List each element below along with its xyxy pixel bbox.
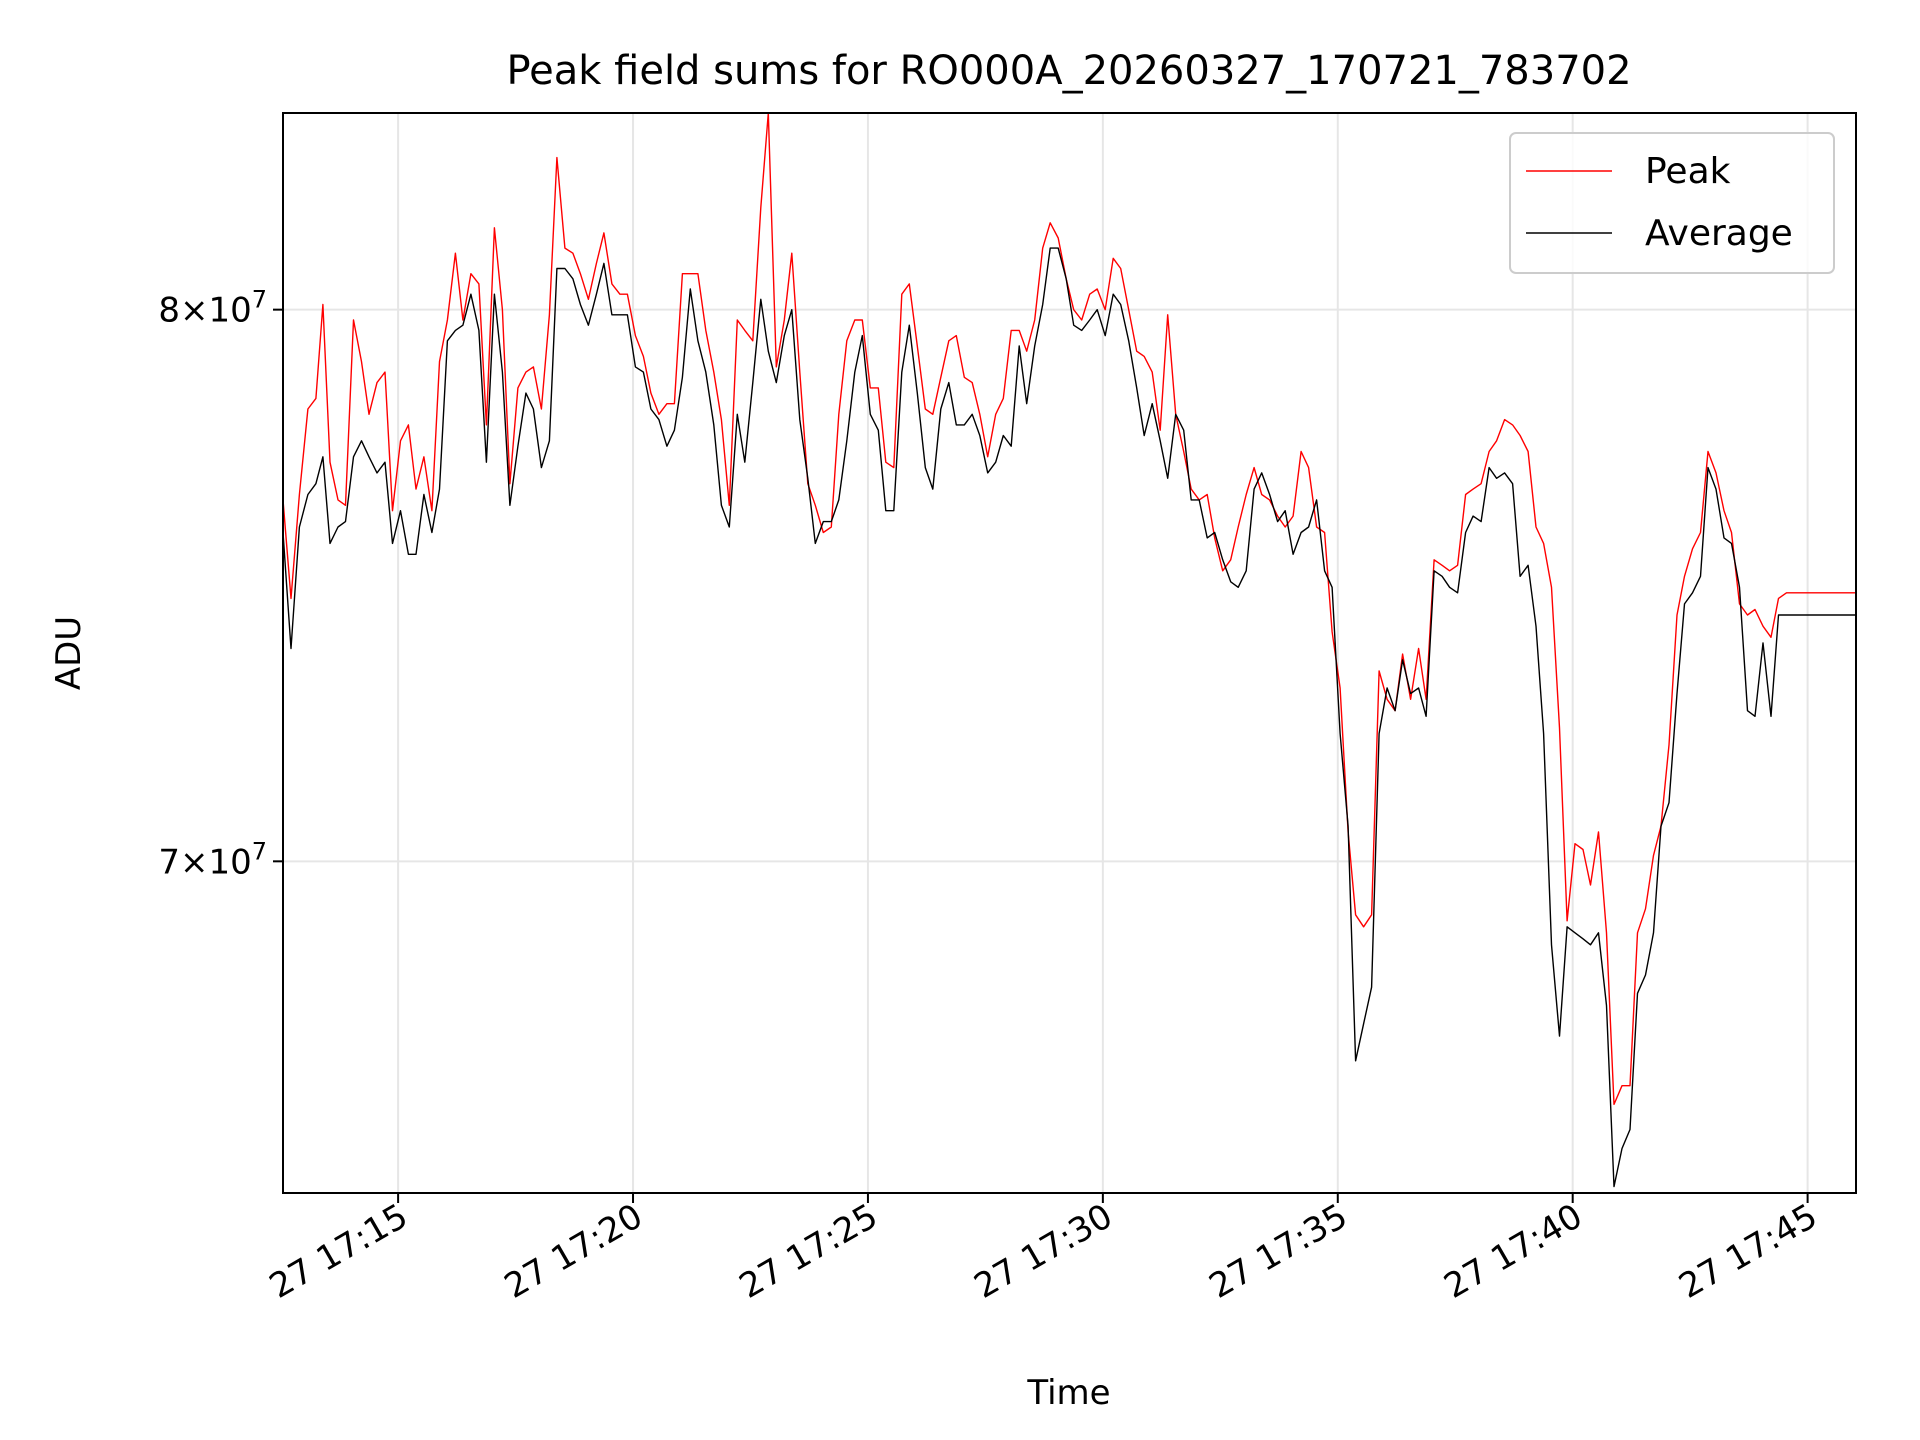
series-lines [282, 112, 1856, 1188]
legend-label-peak: Peak [1645, 151, 1731, 192]
y-tick-label: 7×107 [158, 837, 267, 882]
plot-frame [282, 112, 1857, 1194]
y-tick-label: 8×107 [158, 286, 267, 331]
y-axis-label: ADU [49, 616, 89, 690]
legend: Peak Average [1509, 132, 1835, 274]
grid [283, 113, 1856, 1193]
series-line-average [282, 247, 1856, 1188]
y-axis-ticks: 7×107 8×107 [158, 286, 283, 882]
x-axis-label: Time [1026, 1373, 1110, 1413]
chart-title: Peak field sums for RO000A_20260327_1707… [506, 48, 1631, 94]
legend-box [1509, 132, 1835, 274]
legend-label-average: Average [1645, 213, 1793, 254]
